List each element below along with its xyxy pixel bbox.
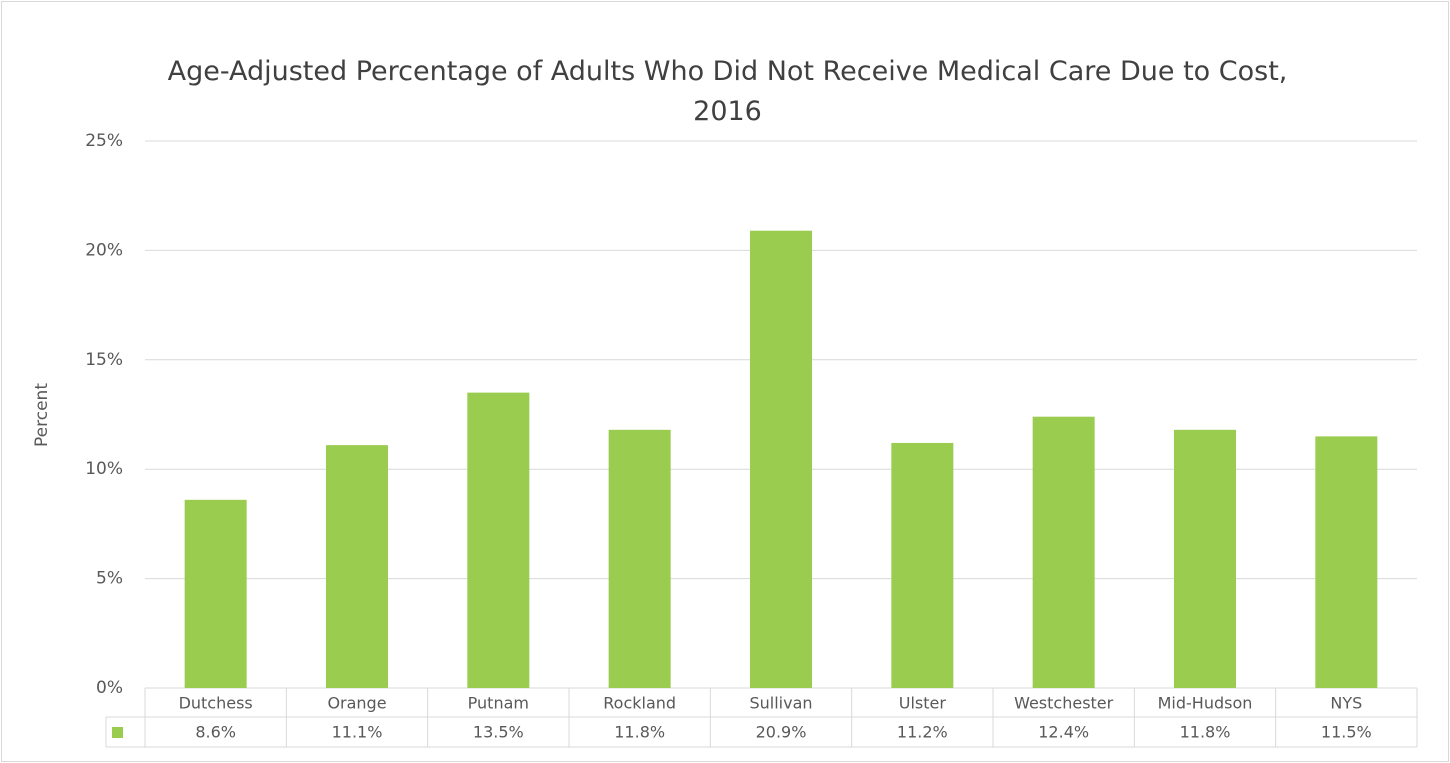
bar xyxy=(1174,429,1236,688)
table-value: 12.4% xyxy=(1038,723,1089,742)
legend-key xyxy=(112,727,123,738)
x-tick-label: Sullivan xyxy=(749,694,812,713)
table-value: 11.8% xyxy=(614,723,665,742)
y-tick-label: 5% xyxy=(96,569,123,589)
y-tick-label: 25% xyxy=(85,131,123,151)
table-value: 11.8% xyxy=(1180,723,1231,742)
bar xyxy=(1315,436,1378,688)
bar xyxy=(326,445,388,688)
table-value: 11.1% xyxy=(332,723,383,742)
table-value: 11.2% xyxy=(897,723,948,742)
chart-title: Age-Adjusted Percentage of Adults Who Di… xyxy=(167,56,1288,127)
y-axis-label: Percent xyxy=(32,383,52,447)
table-value: 8.6% xyxy=(195,723,236,742)
x-tick-label: NYS xyxy=(1330,694,1362,713)
y-tick-label: 15% xyxy=(85,350,123,370)
y-tick-label: 10% xyxy=(85,459,123,479)
table-value: 11.5% xyxy=(1321,723,1372,742)
bar xyxy=(184,499,247,688)
table-value: 13.5% xyxy=(473,723,524,742)
x-tick-label: Orange xyxy=(327,694,386,713)
x-tick-label: Dutchess xyxy=(179,694,253,713)
x-tick-label: Ulster xyxy=(899,694,947,713)
y-tick-label: 20% xyxy=(85,240,123,260)
x-tick-label: Rockland xyxy=(603,694,676,713)
bar xyxy=(891,442,954,688)
x-tick-label: Putnam xyxy=(468,694,529,713)
bar xyxy=(608,429,671,688)
x-tick-label: Mid-Hudson xyxy=(1158,694,1253,713)
x-tick-label: Westchester xyxy=(1014,694,1114,713)
table-value: 20.9% xyxy=(756,723,807,742)
bar xyxy=(750,230,812,688)
bar xyxy=(467,392,530,688)
y-tick-label: 0% xyxy=(96,678,123,698)
bar xyxy=(1032,416,1095,688)
